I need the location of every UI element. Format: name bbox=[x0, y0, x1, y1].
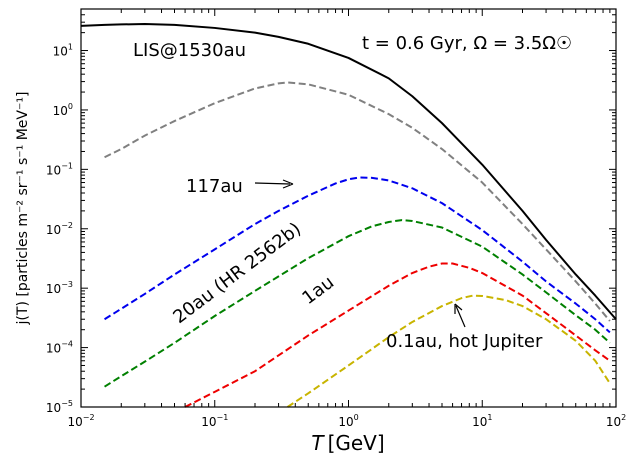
x-tick-labels: 10−2 10−1 100 101 102 bbox=[67, 413, 626, 429]
y-tick-label: 10−2 bbox=[46, 221, 73, 237]
series-line-5 bbox=[286, 294, 611, 408]
series-lines bbox=[80, 22, 617, 408]
axis-ticks bbox=[80, 8, 617, 408]
y-tick-label: 101 bbox=[53, 43, 73, 59]
params-annotation: t = 0.6 Gyr, Ω = 3.5Ω☉ bbox=[362, 33, 572, 54]
x-tick-label: 10−2 bbox=[67, 413, 94, 429]
label-1au: 1au bbox=[298, 272, 338, 309]
y-tick-label: 10−3 bbox=[46, 280, 73, 296]
label-lis: LIS@1530au bbox=[133, 40, 246, 61]
y-tick-label: 10−5 bbox=[46, 399, 73, 415]
x-tick-label: 100 bbox=[338, 413, 358, 429]
series-line-4 bbox=[184, 262, 611, 408]
y-tick-labels: 10−5 10−4 10−3 10−2 10−1 100 101 bbox=[46, 43, 73, 415]
y-axis-label: j(T) [particles m⁻² sr⁻¹ s⁻¹ MeV⁻¹] bbox=[15, 92, 31, 326]
series-line-1 bbox=[104, 81, 611, 322]
x-tick-label: 102 bbox=[606, 413, 626, 429]
y-tick-label: 10−4 bbox=[46, 340, 73, 356]
label-hot-jupiter: 0.1au, hot Jupiter bbox=[386, 331, 543, 352]
y-tick-label: 10−1 bbox=[46, 161, 73, 177]
series-line-2 bbox=[104, 176, 611, 334]
series-line-3 bbox=[104, 219, 611, 388]
arrow-hot-jupiter bbox=[454, 303, 466, 328]
x-tick-label: 10−1 bbox=[201, 413, 228, 429]
x-axis-label: T [GeV] bbox=[311, 431, 384, 455]
y-tick-label: 100 bbox=[53, 102, 73, 118]
arrow-117au bbox=[254, 179, 294, 189]
x-tick-label: 101 bbox=[472, 413, 492, 429]
label-117au: 117au bbox=[186, 176, 243, 197]
series-line-0 bbox=[80, 22, 617, 320]
